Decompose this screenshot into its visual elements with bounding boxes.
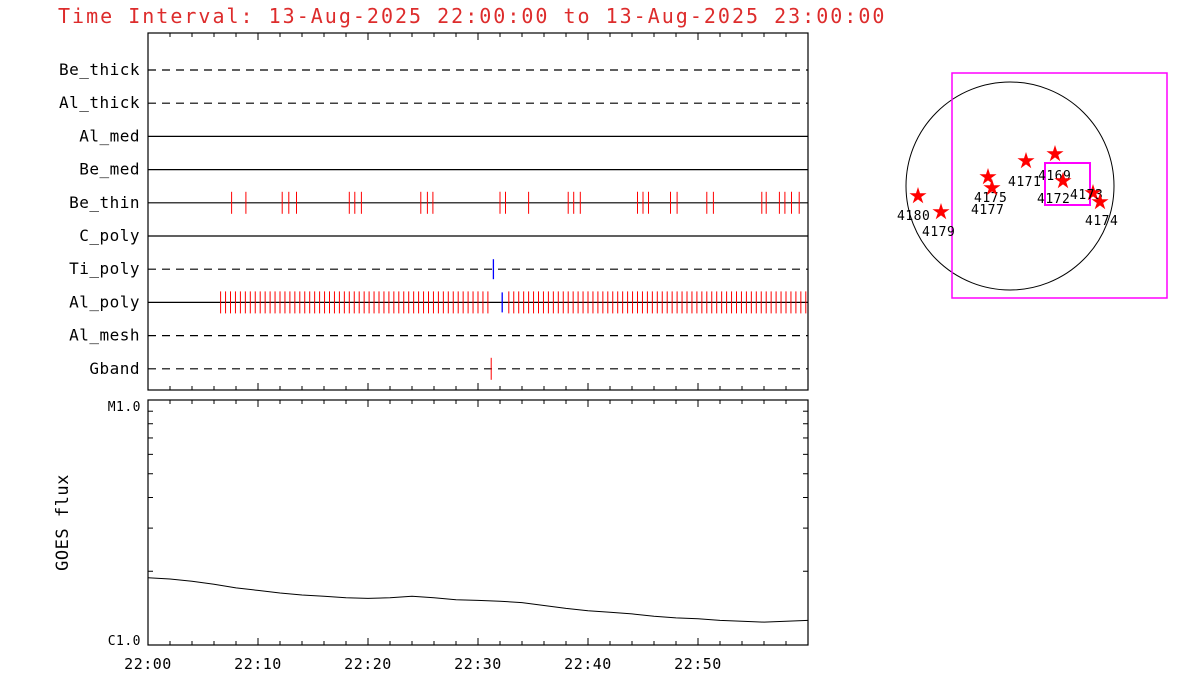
- page-title: Time Interval: 13-Aug-2025 22:00:00 to 1…: [58, 4, 887, 28]
- filter-label-Al_thick: Al_thick: [59, 93, 140, 112]
- x-tick-label: 22:00: [124, 655, 172, 673]
- filter-label-Be_thick: Be_thick: [59, 60, 140, 79]
- y-tick-label-c1: C1.0: [108, 634, 141, 649]
- filter-label-Al_poly: Al_poly: [69, 292, 140, 311]
- x-tick-label: 22:20: [344, 655, 392, 673]
- filter-label-Be_thin: Be_thin: [69, 193, 140, 212]
- x-tick-label: 22:50: [674, 655, 722, 673]
- goes-axis-label: GOES flux: [53, 474, 73, 571]
- active-region-star: [1046, 145, 1064, 162]
- filter-label-C_poly: C_poly: [79, 226, 140, 245]
- active-region-star: [1091, 193, 1109, 210]
- filter-label-Gband: Gband: [89, 359, 140, 378]
- solar-disk: [905, 81, 1115, 291]
- active-region-star: [979, 168, 997, 185]
- goes-flux-curve: [147, 577, 809, 623]
- x-tick-label: 22:30: [454, 655, 502, 673]
- active-region-star: [983, 179, 1001, 196]
- active-region-label: 4179: [922, 225, 955, 240]
- active-region-star: [1054, 172, 1072, 189]
- filter-label-Al_mesh: Al_mesh: [69, 326, 140, 345]
- target-box: [1044, 162, 1091, 206]
- active-region-label: 4174: [1085, 214, 1118, 229]
- goes-frame: [147, 399, 809, 646]
- active-region-label: 4172: [1037, 192, 1070, 207]
- active-region-label: 4175: [974, 191, 1007, 206]
- filter-label-Be_med: Be_med: [79, 160, 140, 179]
- active-region-star: [909, 187, 927, 204]
- active-region-star: [1084, 184, 1102, 201]
- active-region-label: 4177: [971, 203, 1004, 218]
- filter-label-Ti_poly: Ti_poly: [69, 259, 140, 278]
- timeline-frame: [147, 32, 809, 391]
- active-region-star: [932, 203, 950, 220]
- y-tick-label-m1: M1.0: [108, 400, 141, 415]
- active-region-label: 4180: [897, 209, 930, 224]
- active-region-star: [1017, 152, 1035, 169]
- x-tick-label: 22:10: [234, 655, 282, 673]
- fov-box: [951, 72, 1168, 299]
- active-region-label: 4171: [1008, 175, 1041, 190]
- filter-label-Al_med: Al_med: [79, 126, 140, 145]
- x-tick-label: 22:40: [564, 655, 612, 673]
